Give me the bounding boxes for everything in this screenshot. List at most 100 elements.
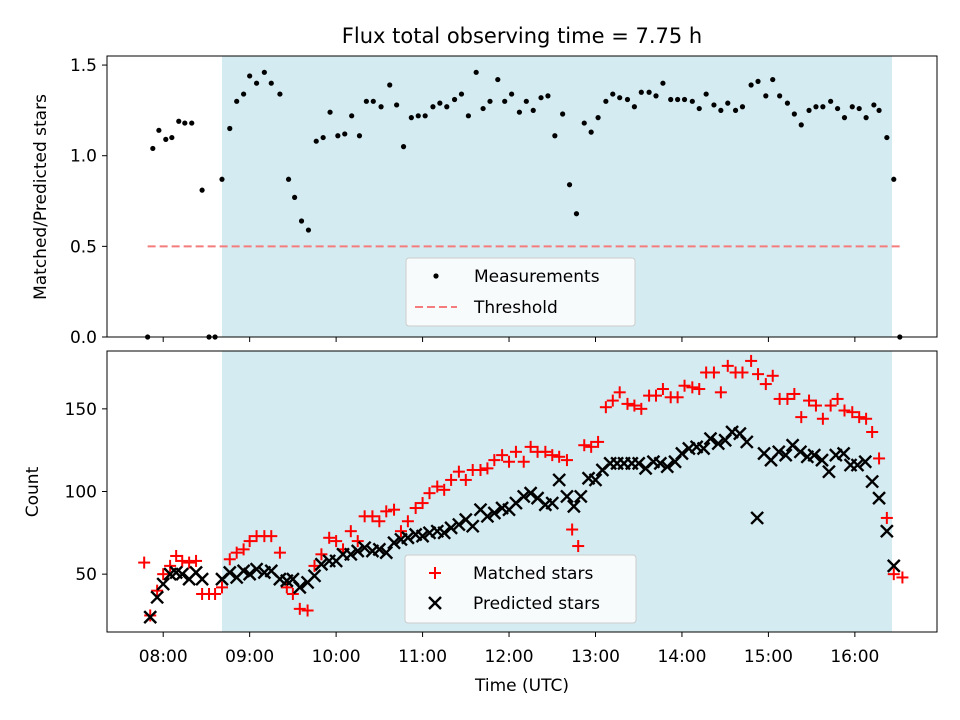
measurement-point xyxy=(219,176,225,182)
matched-star-point xyxy=(599,401,612,414)
predicted-star-point xyxy=(865,474,880,489)
measurement-point xyxy=(631,104,637,110)
predicted-star-point xyxy=(307,568,322,583)
matched-star-point xyxy=(656,383,669,396)
measurement-point xyxy=(408,115,414,121)
predicted-star-point xyxy=(696,441,711,456)
predicted-star-point xyxy=(292,580,307,595)
predicted-star-point xyxy=(480,509,495,524)
matched-star-point xyxy=(496,449,509,462)
y-tick-label: 0.5 xyxy=(70,237,97,257)
matched-star-point xyxy=(157,568,170,581)
measurement-point xyxy=(739,104,746,110)
matched-star-point xyxy=(686,381,699,394)
measurement-point xyxy=(696,105,702,112)
measurement-point xyxy=(241,91,247,97)
matched-star-point xyxy=(401,515,414,528)
predicted-star-point xyxy=(487,506,502,520)
y-tick-label: 100 xyxy=(65,483,97,503)
predicted-star-point xyxy=(703,431,718,446)
chart-title: Flux total observing time = 7.75 h xyxy=(342,24,702,48)
matched-star-point xyxy=(151,584,164,597)
predicted-star-point xyxy=(771,444,786,459)
measurement-point xyxy=(675,96,681,103)
legend-predicted-marker xyxy=(428,596,442,610)
predicted-star-point xyxy=(350,544,365,558)
matched-star-point xyxy=(678,379,691,392)
matched-star-point xyxy=(380,505,393,518)
measurement-point xyxy=(430,104,436,110)
x-tick-label: 13:00 xyxy=(571,647,620,667)
predicted-star-point xyxy=(465,519,480,534)
measurement-point xyxy=(176,118,182,124)
matched-star-point xyxy=(481,462,494,475)
predicted-star-point xyxy=(850,458,865,472)
measurement-point xyxy=(681,96,688,103)
matched-star-point xyxy=(503,455,516,468)
matched-star-point xyxy=(560,454,573,467)
legend-threshold-label: Threshold xyxy=(473,298,558,318)
matched-star-point xyxy=(183,556,196,569)
predicted-star-point xyxy=(452,517,466,532)
measurement-point xyxy=(755,78,761,84)
x-tick-label: 09:00 xyxy=(225,647,274,667)
measurement-point xyxy=(566,182,573,188)
matched-star-point xyxy=(553,450,566,463)
legend-matched-label: Matched stars xyxy=(473,564,593,584)
measurement-point xyxy=(668,96,674,103)
matched-star-point xyxy=(431,480,444,493)
predicted-star-point xyxy=(379,545,394,560)
measurement-point xyxy=(356,133,363,139)
predicted-star-point xyxy=(545,496,560,510)
bottom-y-ticks: 50 100 150 xyxy=(65,400,107,585)
matched-star-point xyxy=(613,386,626,399)
x-tick-label: 15:00 xyxy=(744,647,793,667)
measurement-point xyxy=(791,111,797,117)
x-tick-label: 12:00 xyxy=(485,647,534,667)
measurement-point xyxy=(313,138,319,144)
measurement-point xyxy=(552,133,558,139)
predicted-star-point xyxy=(242,567,257,581)
matched-star-point xyxy=(474,464,487,477)
y-tick-label: 150 xyxy=(65,400,97,420)
matched-star-point xyxy=(273,546,286,559)
predicted-star-point xyxy=(815,453,829,467)
matched-star-point xyxy=(585,440,598,453)
measurement-point xyxy=(523,98,529,104)
measurement-point xyxy=(234,98,240,104)
measurement-point xyxy=(378,104,384,110)
measurement-point xyxy=(530,107,536,113)
predicted-star-point xyxy=(631,456,646,471)
matched-star-point xyxy=(752,368,765,381)
measurement-point xyxy=(247,73,253,79)
matched-star-point xyxy=(621,397,634,410)
matched-star-point xyxy=(223,553,236,566)
measurement-point xyxy=(624,96,631,103)
measurement-point xyxy=(876,107,882,113)
top-axes-frame xyxy=(106,55,938,338)
predicted-star-point xyxy=(444,521,458,535)
top-x-ticks xyxy=(162,337,856,342)
measurement-point xyxy=(253,80,260,86)
matched-star-point xyxy=(164,559,177,572)
y-tick-label: 1.5 xyxy=(70,56,97,76)
measurement-point xyxy=(458,91,465,97)
measurement-point xyxy=(189,120,195,126)
matched-star-point xyxy=(628,399,641,412)
matched-star-point xyxy=(416,497,429,510)
measurement-point xyxy=(509,91,515,97)
measurement-point xyxy=(798,122,804,128)
measurement-point xyxy=(884,134,890,141)
predicted-star-point xyxy=(858,454,873,469)
top-legend-box xyxy=(405,257,636,327)
matched-star-point xyxy=(566,523,579,536)
predicted-star-point xyxy=(778,448,793,462)
x-tick-label: 08:00 xyxy=(139,647,188,667)
matched-star-point xyxy=(323,531,336,544)
predicted-star-point xyxy=(343,547,358,562)
bottom-legend: Matched stars Predicted stars xyxy=(404,554,637,624)
matched-star-point xyxy=(831,392,844,405)
predicted-star-point xyxy=(314,557,329,572)
measurement-point xyxy=(261,69,267,75)
